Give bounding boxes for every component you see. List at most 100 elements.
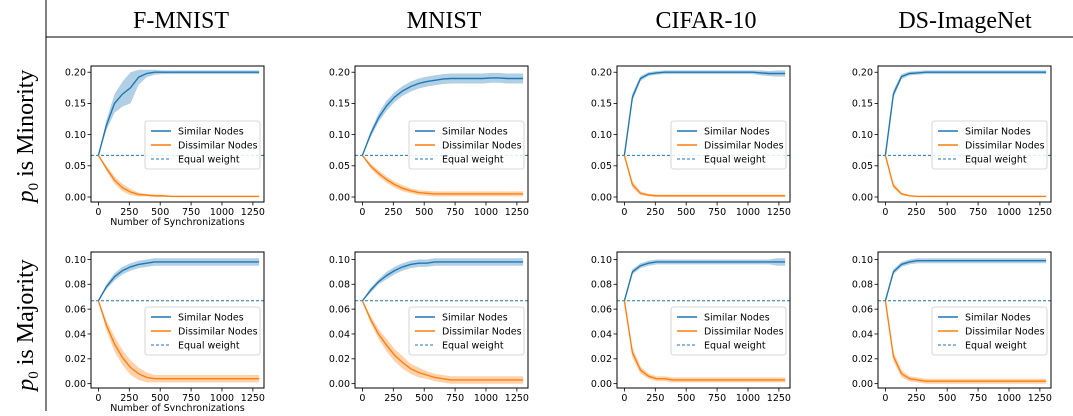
legend-box xyxy=(408,120,525,170)
x-tick-label: 0 xyxy=(621,207,627,218)
legend-equal-weight-label: Equal weight xyxy=(442,340,504,351)
legend-dissimilar-label: Dissimilar Nodes xyxy=(442,326,522,337)
dissimilar-nodes-line xyxy=(623,300,786,381)
x-tick-label: 0 xyxy=(621,393,627,404)
y-tick-label: 0.06 xyxy=(591,304,612,315)
legend-equal-weight-label: Equal weight xyxy=(965,340,1027,351)
similar-nodes-line xyxy=(97,261,260,302)
y-tick-label: 0.10 xyxy=(591,130,612,141)
axes-frame xyxy=(354,65,529,203)
y-tick-label: 0.00 xyxy=(65,192,86,203)
x-tick-label: 750 xyxy=(708,393,726,404)
legend: Similar Nodes Dissimilar Nodes Equal weigh… xyxy=(144,306,261,356)
legend-dissimilar-label: Dissimilar Nodes xyxy=(178,326,258,337)
y-tick-label: 0.05 xyxy=(65,161,86,172)
y-tick-label: 0.10 xyxy=(329,255,350,266)
axes-frame xyxy=(616,65,791,203)
chart-panel-0-0: 0 250 500 750 1000 1250 0.00 0.05 0.10 0.15 0.20 Nu… xyxy=(65,65,265,228)
y-tick-label: 0.05 xyxy=(852,161,873,172)
row-header-majority-subscript: 0 xyxy=(26,371,42,379)
x-tick-label: 1250 xyxy=(1028,393,1052,404)
legend-similar-label: Similar Nodes xyxy=(965,312,1031,323)
similar-nodes-band xyxy=(885,70,1047,156)
x-tick-label: 500 xyxy=(151,207,169,218)
x-tick-label: 1000 xyxy=(474,207,498,218)
y-tick-label: 0.20 xyxy=(329,68,350,79)
y-tick-label: 0.10 xyxy=(852,255,873,266)
y-tick-label: 0.00 xyxy=(329,192,350,203)
y-tick-label: 0.02 xyxy=(591,354,612,365)
x-tick-label: 0 xyxy=(95,393,101,404)
legend-equal-weight-label: Equal weight xyxy=(178,154,240,165)
legend-box xyxy=(931,306,1048,356)
axes-frame xyxy=(877,65,1052,203)
x-tick-label: 1250 xyxy=(505,207,529,218)
y-tick-label: 0.00 xyxy=(591,379,612,390)
legend-similar-label: Similar Nodes xyxy=(965,126,1031,137)
legend-similar-label: Similar Nodes xyxy=(178,312,244,323)
similar-nodes-line xyxy=(884,260,1047,301)
y-tick-label: 0.05 xyxy=(591,161,612,172)
legend-box xyxy=(144,306,261,356)
similar-nodes-line xyxy=(361,77,524,156)
y-tick-label: 0.04 xyxy=(329,329,350,340)
x-tick-label: 1250 xyxy=(505,393,529,404)
similar-nodes-band xyxy=(362,258,524,301)
axes-frame xyxy=(877,251,1052,389)
y-tick-label: 0.08 xyxy=(65,280,86,291)
legend-dissimilar-label: Dissimilar Nodes xyxy=(965,326,1045,337)
y-tick-label: 0.15 xyxy=(329,99,350,110)
column-header-fmnist: F-MNIST xyxy=(133,8,229,34)
column-header-cifar10: CIFAR-10 xyxy=(656,8,757,34)
x-tick-label: 500 xyxy=(415,207,433,218)
dissimilar-nodes-line xyxy=(623,155,786,197)
x-tick-label: 750 xyxy=(969,207,987,218)
y-tick-label: 0.00 xyxy=(852,379,873,390)
x-tick-label: 750 xyxy=(182,393,200,404)
x-tick-label: 1000 xyxy=(997,207,1021,218)
y-tick-label: 0.00 xyxy=(65,379,86,390)
legend-box xyxy=(670,120,787,170)
dissimilar-nodes-band xyxy=(885,155,1047,197)
legend: Similar Nodes Dissimilar Nodes Equal weigh… xyxy=(670,306,787,356)
legend-equal-weight-label: Equal weight xyxy=(965,154,1027,165)
x-tick-label: 750 xyxy=(446,393,464,404)
legend-dissimilar-label: Dissimilar Nodes xyxy=(178,140,258,151)
x-tick-label: 250 xyxy=(907,207,925,218)
x-tick-label: 0 xyxy=(359,207,365,218)
x-tick-label: 1250 xyxy=(767,393,791,404)
similar-nodes-band xyxy=(885,258,1047,301)
y-tick-label: 0.10 xyxy=(329,130,350,141)
x-tick-label: 250 xyxy=(384,207,402,218)
x-tick-label: 500 xyxy=(677,393,695,404)
dissimilar-nodes-band xyxy=(885,300,1047,384)
x-tick-label: 500 xyxy=(938,393,956,404)
y-tick-label: 0.10 xyxy=(591,255,612,266)
plot-area xyxy=(617,258,790,383)
similar-nodes-line xyxy=(623,261,786,301)
x-tick-label: 1250 xyxy=(1028,207,1052,218)
x-tick-label: 1000 xyxy=(210,393,234,404)
dissimilar-nodes-line xyxy=(97,155,260,198)
x-tick-label: 1000 xyxy=(736,207,760,218)
y-tick-label: 0.06 xyxy=(65,304,86,315)
legend-similar-label: Similar Nodes xyxy=(178,126,244,137)
x-tick-label: 500 xyxy=(151,393,169,404)
legend: Similar Nodes Dissimilar Nodes Equal weigh… xyxy=(144,120,261,170)
legend-equal-weight-label: Equal weight xyxy=(178,340,240,351)
x-tick-label: 750 xyxy=(182,207,200,218)
legend-similar-label: Similar Nodes xyxy=(442,126,508,137)
dissimilar-nodes-line xyxy=(97,300,260,380)
x-tick-label: 1000 xyxy=(210,207,234,218)
legend: Similar Nodes Dissimilar Nodes Equal weigh… xyxy=(670,120,787,170)
legend-box xyxy=(931,120,1048,170)
x-tick-label: 750 xyxy=(969,393,987,404)
plot-area xyxy=(878,258,1051,384)
row-header-minority-symbol: p xyxy=(13,190,39,204)
legend-equal-weight-label: Equal weight xyxy=(442,154,504,165)
chart-panel-0-1: 0 250 500 750 1000 1250 0.00 0.05 0.10 0.15 0.20 Si… xyxy=(329,65,529,218)
x-tick-label: 1000 xyxy=(736,393,760,404)
legend-box xyxy=(144,120,261,170)
y-tick-label: 0.10 xyxy=(65,255,86,266)
